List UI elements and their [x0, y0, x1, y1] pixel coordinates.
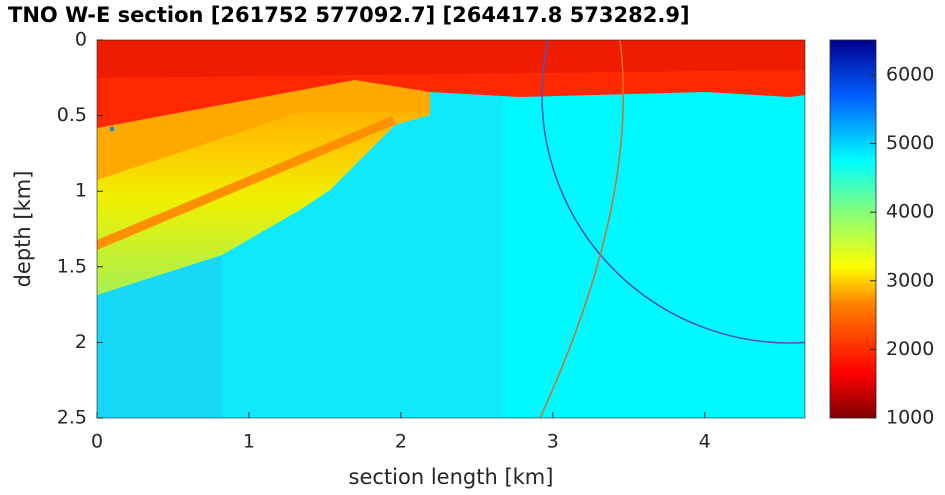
point-marker: [109, 126, 115, 132]
curve-overlay: [539, 40, 625, 418]
x-tick-label: 0: [91, 431, 103, 453]
x-tick-label: 4: [699, 431, 711, 453]
circle-overlay: [541, 40, 805, 344]
velocity-image: [97, 40, 805, 418]
streak: [97, 116, 396, 250]
colorbar-frame: [829, 39, 877, 419]
colorbar-tick-label: 3000: [886, 269, 934, 291]
colorbar-tick-label: 5000: [886, 132, 934, 154]
colorbar-tick-label: 4000: [886, 201, 934, 223]
y-tick-label: 1: [75, 180, 87, 202]
x-tick-label: 1: [243, 431, 255, 453]
region: [503, 40, 805, 418]
region: [97, 80, 430, 180]
region: [97, 40, 805, 78]
x-tick-label: 3: [547, 431, 559, 453]
x-tick-label: 2: [395, 431, 407, 453]
x-axis-label: section length [km]: [349, 465, 554, 489]
y-tick-label: 0: [75, 29, 87, 51]
colorbar-tick-label: 2000: [886, 338, 934, 360]
chart-title: TNO W-E section [261752 577092.7] [26441…: [8, 3, 690, 27]
y-axis-label: depth [km]: [11, 171, 35, 288]
plot-frame: [96, 39, 806, 419]
y-tick-label: 0.5: [57, 104, 87, 126]
colorbar-tick-label: 6000: [886, 63, 934, 85]
y-tick-label: 2.5: [57, 407, 87, 429]
colorbar-tick-label: 1000: [886, 407, 934, 429]
y-tick-label: 1.5: [57, 255, 87, 277]
colorbar: [830, 40, 876, 418]
y-tick-label: 2: [75, 331, 87, 353]
